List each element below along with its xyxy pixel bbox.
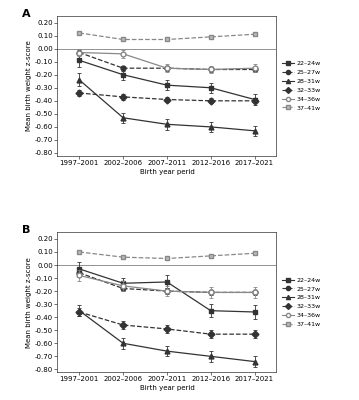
- Text: B: B: [22, 226, 31, 236]
- X-axis label: Birth year perid: Birth year perid: [140, 385, 194, 391]
- X-axis label: Birth year perid: Birth year perid: [140, 168, 194, 174]
- Legend: 22–24w, 25–27w, 28–31w, 32–33w, 34–36w, 37–41w: 22–24w, 25–27w, 28–31w, 32–33w, 34–36w, …: [282, 278, 320, 327]
- Text: A: A: [22, 9, 31, 19]
- Y-axis label: Mean birth weight z-score: Mean birth weight z-score: [26, 257, 32, 348]
- Legend: 22–24w, 25–27w, 28–31w, 32–33w, 34–36w, 37–41w: 22–24w, 25–27w, 28–31w, 32–33w, 34–36w, …: [282, 61, 320, 110]
- Y-axis label: Mean birth weight z-score: Mean birth weight z-score: [26, 40, 32, 131]
